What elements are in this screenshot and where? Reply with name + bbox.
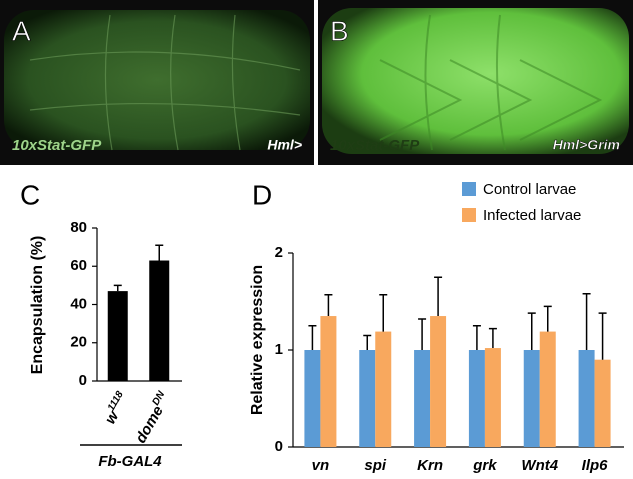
x-tick-label: Wnt4 <box>521 457 558 474</box>
y-tick-label: 20 <box>70 334 87 351</box>
bar <box>107 291 128 381</box>
bar <box>484 348 501 447</box>
y-axis-label: Encapsulation (%) <box>29 236 46 375</box>
y-tick-label: 80 <box>70 219 87 236</box>
bar <box>149 260 170 381</box>
y-tick-label: 0 <box>275 438 283 455</box>
error-bar <box>472 325 481 350</box>
error-bar <box>379 293 388 332</box>
y-axis-label: Relative expression <box>249 265 266 415</box>
texture <box>379 14 603 151</box>
legend-swatch <box>462 182 476 196</box>
panel-label: 10xStat-GFP <box>330 137 420 154</box>
y-tick-label: 2 <box>275 244 283 261</box>
bar <box>359 350 376 447</box>
error-bar <box>308 325 317 350</box>
bar <box>430 316 447 447</box>
x-tick-label: spi <box>364 457 387 474</box>
error-bar <box>543 305 552 332</box>
bar <box>468 350 485 447</box>
y-tick-label: 40 <box>70 295 87 312</box>
category-superscript: 1118 <box>106 389 126 413</box>
error-bar <box>324 293 333 317</box>
group-label: Fb-GAL4 <box>98 453 162 470</box>
micrograph <box>322 8 629 154</box>
legend-swatch <box>462 208 476 222</box>
error-bar <box>598 312 607 360</box>
panel-letter: B <box>330 15 349 46</box>
error-bar <box>113 284 122 292</box>
micrograph <box>4 10 310 150</box>
y-tick-label: 1 <box>275 341 283 358</box>
error-bar <box>527 312 536 350</box>
error-bar <box>418 318 427 350</box>
legend-label: Control larvae <box>483 181 576 198</box>
error-bar <box>363 334 372 350</box>
bar <box>539 331 556 447</box>
bar <box>320 316 337 447</box>
error-bar <box>434 276 443 317</box>
panel-label: Hml> <box>267 137 302 153</box>
x-tick-label: vn <box>312 457 330 474</box>
bar <box>304 350 321 447</box>
panel-letter: D <box>252 179 272 210</box>
category: dome <box>132 403 167 446</box>
texture <box>29 14 301 151</box>
error-bar <box>488 327 497 349</box>
bar <box>375 331 392 447</box>
legend-label: Infected larvae <box>483 207 581 224</box>
bar <box>578 350 595 447</box>
x-tick-label: grk <box>472 457 497 474</box>
panel-letter: C <box>20 179 40 210</box>
panel-label: Hml>Grim <box>553 137 620 153</box>
y-tick-label: 0 <box>79 372 87 389</box>
error-bar <box>582 292 591 350</box>
bar <box>594 359 611 447</box>
bar <box>414 350 431 447</box>
x-tick-label: w1118 <box>100 389 133 427</box>
y-tick-label: 60 <box>70 257 87 274</box>
bar <box>523 350 540 447</box>
panel-letter: A <box>12 15 31 46</box>
x-tick-label: Ilp6 <box>582 457 608 474</box>
x-tick-label: Krn <box>417 457 443 474</box>
x-tick-label: domeDN <box>130 389 174 447</box>
panel-label: 10xStat-GFP <box>12 137 102 154</box>
error-bar <box>155 244 164 261</box>
